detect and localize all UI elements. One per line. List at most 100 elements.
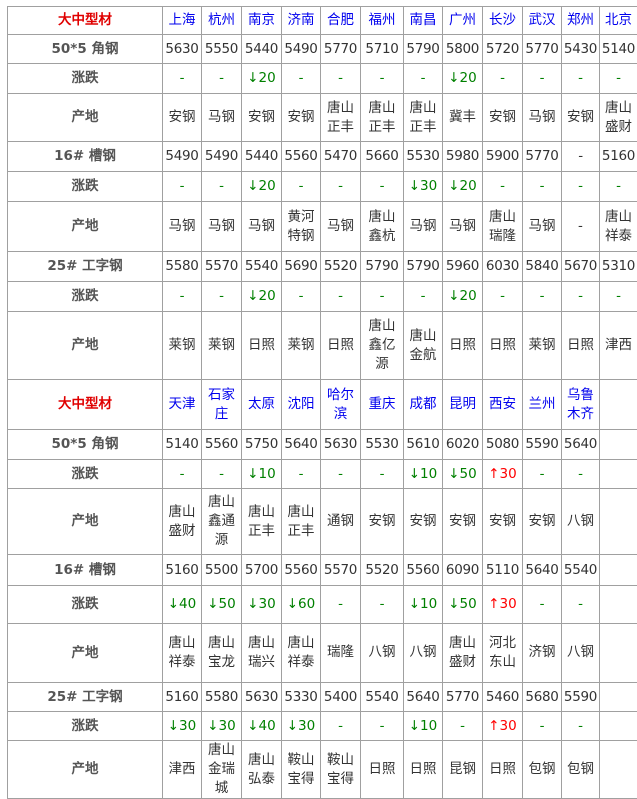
origin-cell: 日照 [561, 311, 600, 380]
city-name-text: 兰州 [528, 395, 556, 412]
origin-cell-text: 安钢 [247, 108, 275, 125]
city-name-text: 南昌 [409, 11, 437, 28]
change-row: 涨跌 ↓40 ↓50 ↓30 ↓60- - ↓10 ↓50 ↑30- - [7, 585, 637, 624]
category-label: 大中型材 [7, 6, 163, 35]
change-cell [599, 711, 637, 741]
change-cell: ↓10 [403, 585, 443, 624]
price-cell: 5790 [403, 34, 443, 64]
origin-cell-text: - [578, 217, 583, 234]
origin-cell-text: 马钢 [448, 217, 476, 234]
origin-cell: 唐山金航 [403, 311, 443, 380]
change-cell: - [320, 711, 361, 741]
origin-cell: 包钢 [561, 740, 600, 799]
change-label: 涨跌 [7, 171, 163, 202]
origin-cell-text: 日照 [448, 336, 476, 353]
change-cell: - [561, 171, 600, 202]
price-cell: 5630 [241, 682, 282, 712]
price-cell: 5770 [320, 34, 361, 64]
origin-cell-text: 安钢 [488, 512, 516, 529]
price-cell: 5430 [561, 34, 600, 64]
origin-cell-text: 唐山正丰 [247, 503, 275, 539]
origin-cell-text: 安钢 [488, 108, 516, 125]
origin-cell [599, 740, 637, 799]
origin-cell-text: 安钢 [528, 512, 556, 529]
origin-cell-text: 日照 [566, 336, 594, 353]
origin-cell: 马钢 [522, 93, 562, 142]
origin-cell-text: 安钢 [368, 512, 396, 529]
origin-cell-text: 唐山正丰 [287, 503, 315, 539]
change-cell: - [162, 281, 202, 312]
category-label: 大中型材 [7, 379, 163, 430]
city-name: 昆明 [442, 379, 483, 430]
origin-cell: - [561, 201, 600, 252]
city-name-text: 济南 [287, 11, 315, 28]
change-cell: - [281, 171, 321, 202]
price-cell: 5560 [201, 429, 242, 460]
origin-cell: 马钢 [201, 93, 242, 142]
change-row: 涨跌 - - ↓20- - - ↓30 ↓20- - - - [7, 171, 637, 202]
origin-row: 产地 津西 唐山金瑞城 唐山弘泰 鞍山宝得 鞍山宝得 日照 日照 昆钢 日照 包钢 包钢 [7, 740, 637, 799]
price-cell: 5470 [320, 141, 361, 172]
price-cell: 5640 [561, 429, 600, 460]
origin-row: 产地 马钢 马钢 马钢 黄河特钢 马钢 唐山鑫杭 马钢 马钢 唐山瑞隆 马钢 - 唐山祥泰 [7, 201, 637, 252]
origin-cell: 冀丰 [442, 93, 483, 142]
city-name-text: 重庆 [368, 395, 396, 412]
price-cell: 5330 [281, 682, 321, 712]
city-name: 天津 [162, 379, 202, 430]
city-name: 太原 [241, 379, 282, 430]
change-cell: - [320, 459, 361, 489]
origin-cell: 鞍山宝得 [320, 740, 361, 799]
origin-cell: 唐山正丰 [360, 93, 404, 142]
price-cell: 5800 [442, 34, 483, 64]
city-name: 福州 [360, 6, 404, 35]
origin-cell-text: 唐山宝龙 [207, 635, 235, 670]
origin-cell: 安钢 [442, 488, 483, 555]
origin-cell-text: 唐山鑫杭 [368, 208, 396, 244]
origin-cell-text: 日照 [326, 336, 354, 353]
price-cell: 5630 [320, 429, 361, 460]
origin-cell: 马钢 [320, 201, 361, 252]
origin-cell: 唐山盛财 [442, 623, 483, 683]
change-cell: - [561, 711, 600, 741]
price-cell: 5540 [561, 554, 600, 586]
change-cell: - [281, 63, 321, 94]
city-name-text: 昆明 [448, 395, 476, 412]
origin-cell: 马钢 [201, 201, 242, 252]
origin-cell-text: 济钢 [528, 644, 556, 661]
city-name: 广州 [442, 6, 483, 35]
origin-cell-text: 黄河特钢 [287, 208, 315, 244]
origin-cell: 日照 [482, 740, 523, 799]
change-cell: ↓20 [241, 281, 282, 312]
price-cell: 5560 [281, 141, 321, 172]
change-cell: - [320, 585, 361, 624]
city-header-row: 大中型材 天津 石家庄 太原 沈阳 哈尔滨 重庆 成都 昆明 西安 兰州 乌鲁木齐 [7, 379, 637, 430]
origin-cell: 黄河特钢 [281, 201, 321, 252]
city-name: 沈阳 [281, 379, 321, 430]
origin-cell-text: 鞍山宝得 [287, 751, 315, 787]
price-cell: 5160 [162, 682, 202, 712]
change-cell: ↓50 [442, 585, 483, 624]
change-cell: - [403, 281, 443, 312]
origin-cell: 日照 [320, 311, 361, 380]
price-cell [599, 682, 637, 712]
origin-cell-text: 津西 [604, 336, 632, 353]
origin-cell: 安钢 [281, 93, 321, 142]
product-name: 16# 槽钢 [7, 554, 163, 586]
price-cell: 5720 [482, 34, 523, 64]
origin-cell-text: 唐山瑞兴 [247, 635, 275, 670]
city-name: 哈尔滨 [320, 379, 361, 430]
origin-cell: 津西 [162, 740, 202, 799]
origin-cell-text: 莱钢 [207, 336, 235, 353]
origin-cell: 鞍山宝得 [281, 740, 321, 799]
price-cell [599, 429, 637, 460]
city-name: 成都 [403, 379, 443, 430]
city-name: 武汉 [522, 6, 562, 35]
price-cell: 5570 [201, 251, 242, 282]
origin-cell: 莱钢 [522, 311, 562, 380]
origin-cell-text: 八钢 [368, 644, 396, 661]
price-cell: 5440 [241, 141, 282, 172]
city-name-text: 福州 [368, 11, 396, 28]
origin-cell-text: 鞍山宝得 [326, 751, 354, 787]
price-cell: 5640 [403, 682, 443, 712]
price-cell: 5520 [320, 251, 361, 282]
